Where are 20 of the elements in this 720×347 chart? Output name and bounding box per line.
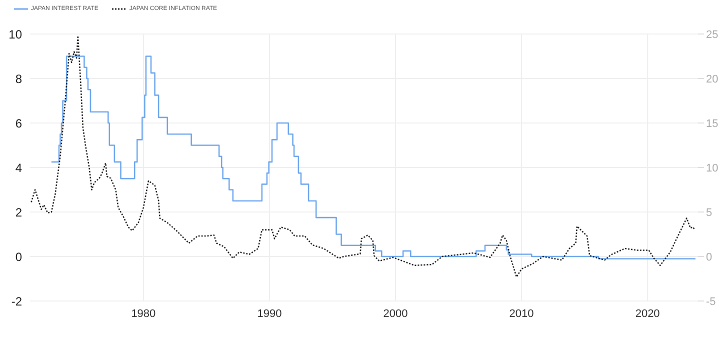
y-tick-label: 2 xyxy=(15,205,22,220)
x-tick-label: 2010 xyxy=(509,308,534,320)
y2-tick-label: 0 xyxy=(706,251,712,264)
y2-tick-label: 20 xyxy=(706,73,718,86)
y-tick-label: 0 xyxy=(15,250,22,264)
y-tick-label: 6 xyxy=(15,116,22,130)
y-tick-label: 8 xyxy=(15,72,22,86)
line-series xyxy=(30,35,695,278)
y-tick-label: 10 xyxy=(8,27,22,42)
y-tick-label: -2 xyxy=(11,294,22,308)
y2-tick-label: 5 xyxy=(706,206,712,219)
y2-tick-label: 10 xyxy=(706,162,718,174)
x-tick-label: 1980 xyxy=(131,308,156,320)
x-tick-label: 2020 xyxy=(635,308,660,320)
y2-tick-label: 15 xyxy=(706,118,718,130)
y2-tick-label: 25 xyxy=(706,28,718,41)
y2-tick-label: -5 xyxy=(706,296,716,308)
x-tick-label: 1990 xyxy=(257,308,282,320)
x-tick-label: 2000 xyxy=(383,308,408,320)
y-tick-label: 4 xyxy=(15,160,22,175)
